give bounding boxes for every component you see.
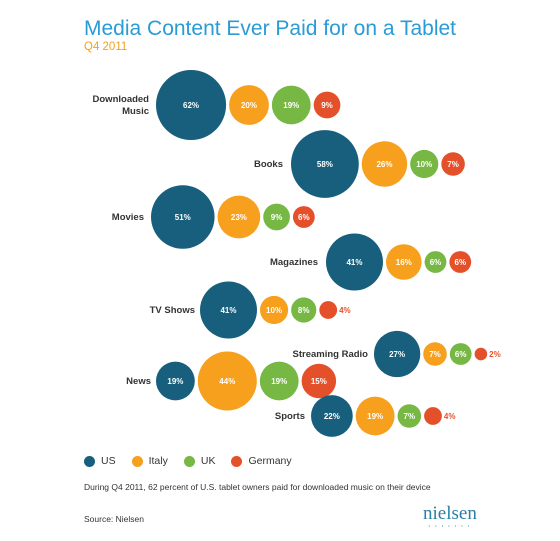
data-label-sports-germany: 4%	[444, 412, 456, 421]
bubble-movies-italy	[217, 195, 261, 239]
bubble-sports-us	[311, 395, 353, 437]
category-label-magazines: Magazines	[270, 257, 318, 268]
data-label-tv-shows-uk: 8%	[298, 306, 310, 315]
bubble-tv-shows-us	[200, 281, 257, 339]
data-label-downloaded-music-germany: 9%	[321, 101, 333, 110]
data-label-news-italy: 44%	[219, 377, 235, 386]
bubble-movies-us	[151, 185, 215, 249]
data-label-tv-shows-us: 41%	[220, 306, 236, 315]
chart-title: Media Content Ever Paid for on a Tablet	[84, 17, 457, 40]
data-label-movies-germany: 6%	[298, 213, 310, 222]
bubble-downloaded-music-germany	[313, 91, 341, 119]
logo-dots: • • • • • • •	[428, 523, 472, 528]
data-label-downloaded-music-italy: 20%	[241, 101, 257, 110]
nielsen-logo: nielsen • • • • • • •	[423, 503, 477, 529]
bubble-downloaded-music-us	[156, 69, 227, 141]
category-label-downloaded-music: Downloaded	[93, 94, 150, 105]
bubble-news-italy	[197, 351, 257, 411]
data-label-sports-us: 22%	[324, 412, 340, 421]
data-label-downloaded-music-us: 62%	[183, 101, 199, 110]
category-label-news: News	[126, 376, 151, 387]
bubble-magazines-uk	[424, 251, 447, 273]
category-label-streaming-radio: Streaming Radio	[293, 349, 369, 360]
bubble-downloaded-music-uk	[271, 85, 311, 125]
category-label-movies: Movies	[112, 212, 144, 223]
bubble-sports-germany	[424, 407, 442, 425]
bubble-news-us	[156, 361, 195, 401]
data-label-streaming-radio-uk: 6%	[455, 350, 467, 359]
data-label-books-uk: 10%	[416, 160, 432, 169]
bubble-tv-shows-germany	[319, 301, 338, 319]
legend-dot-us	[84, 455, 95, 467]
bubble-news-germany	[301, 363, 337, 399]
data-label-streaming-radio-germany: 2%	[489, 350, 501, 359]
data-label-tv-shows-italy: 10%	[266, 306, 282, 315]
chart-subtitle: Q4 2011	[84, 41, 128, 53]
chart-caption: During Q4 2011, 62 percent of U.S. table…	[84, 482, 431, 492]
bubble-movies-germany	[292, 206, 315, 228]
bubble-tv-shows-uk	[291, 297, 317, 323]
bubble-sports-uk	[397, 404, 422, 428]
bubble-streaming-radio-germany	[474, 347, 488, 361]
bubble-streaming-radio-uk	[449, 343, 472, 365]
data-label-books-italy: 26%	[376, 160, 392, 169]
bubble-magazines-germany	[449, 251, 472, 273]
legend-item-germany: Germany	[231, 455, 292, 467]
bubble-streaming-radio-us	[374, 330, 421, 378]
category-label-tv-shows: TV Shows	[150, 305, 195, 316]
source-note: Source: Nielsen	[84, 514, 145, 524]
data-label-magazines-italy: 16%	[396, 258, 412, 267]
data-label-movies-uk: 9%	[271, 213, 283, 222]
data-label-news-germany: 15%	[311, 377, 327, 386]
legend-label-italy: Italy	[148, 455, 168, 467]
data-label-books-germany: 7%	[447, 160, 459, 169]
data-label-tv-shows-germany: 4%	[339, 306, 351, 315]
legend-dot-italy	[131, 455, 143, 467]
bubble-news-uk	[259, 361, 299, 401]
bubble-magazines-italy	[385, 244, 422, 280]
bubble-magazines-us	[326, 233, 383, 291]
bubble-downloaded-music-italy	[229, 85, 269, 125]
legend-item-us: US	[84, 455, 116, 467]
data-label-streaming-radio-italy: 7%	[429, 350, 441, 359]
data-label-magazines-germany: 6%	[455, 258, 467, 267]
data-label-magazines-us: 41%	[346, 258, 362, 267]
legend-label-germany: Germany	[248, 455, 292, 467]
bubble-books-uk	[410, 149, 439, 179]
logo-wordmark: nielsen	[423, 503, 477, 524]
legend-dot-germany	[231, 455, 243, 467]
category-label-sports: Sports	[275, 411, 305, 422]
data-label-magazines-uk: 6%	[430, 258, 442, 267]
data-label-news-us: 19%	[167, 377, 183, 386]
data-label-news-uk: 19%	[271, 377, 287, 386]
legend-item-uk: UK	[183, 455, 216, 467]
data-label-sports-uk: 7%	[404, 412, 416, 421]
data-label-movies-us: 51%	[175, 213, 191, 222]
data-label-sports-italy: 19%	[367, 412, 383, 421]
legend-item-italy: Italy	[131, 455, 168, 467]
legend-dot-uk	[183, 455, 195, 467]
data-label-downloaded-music-uk: 19%	[283, 101, 299, 110]
bubble-books-us	[291, 130, 359, 198]
bubble-books-italy	[361, 141, 408, 187]
category-label-books: Books	[254, 159, 283, 170]
legend-label-uk: UK	[200, 455, 216, 467]
bubble-books-germany	[441, 152, 465, 176]
data-label-books-us: 58%	[317, 160, 333, 169]
bubble-sports-italy	[355, 396, 395, 436]
data-label-streaming-radio-us: 27%	[389, 350, 405, 359]
bubble-tv-shows-italy	[259, 295, 289, 325]
legend-label-us: US	[101, 455, 116, 467]
legend: US Italy UK Germany	[84, 455, 308, 467]
data-label-movies-italy: 23%	[231, 213, 247, 222]
bubble-movies-uk	[263, 203, 290, 231]
bubble-streaming-radio-italy	[423, 342, 447, 366]
category-label-downloaded-music: Music	[122, 106, 149, 117]
